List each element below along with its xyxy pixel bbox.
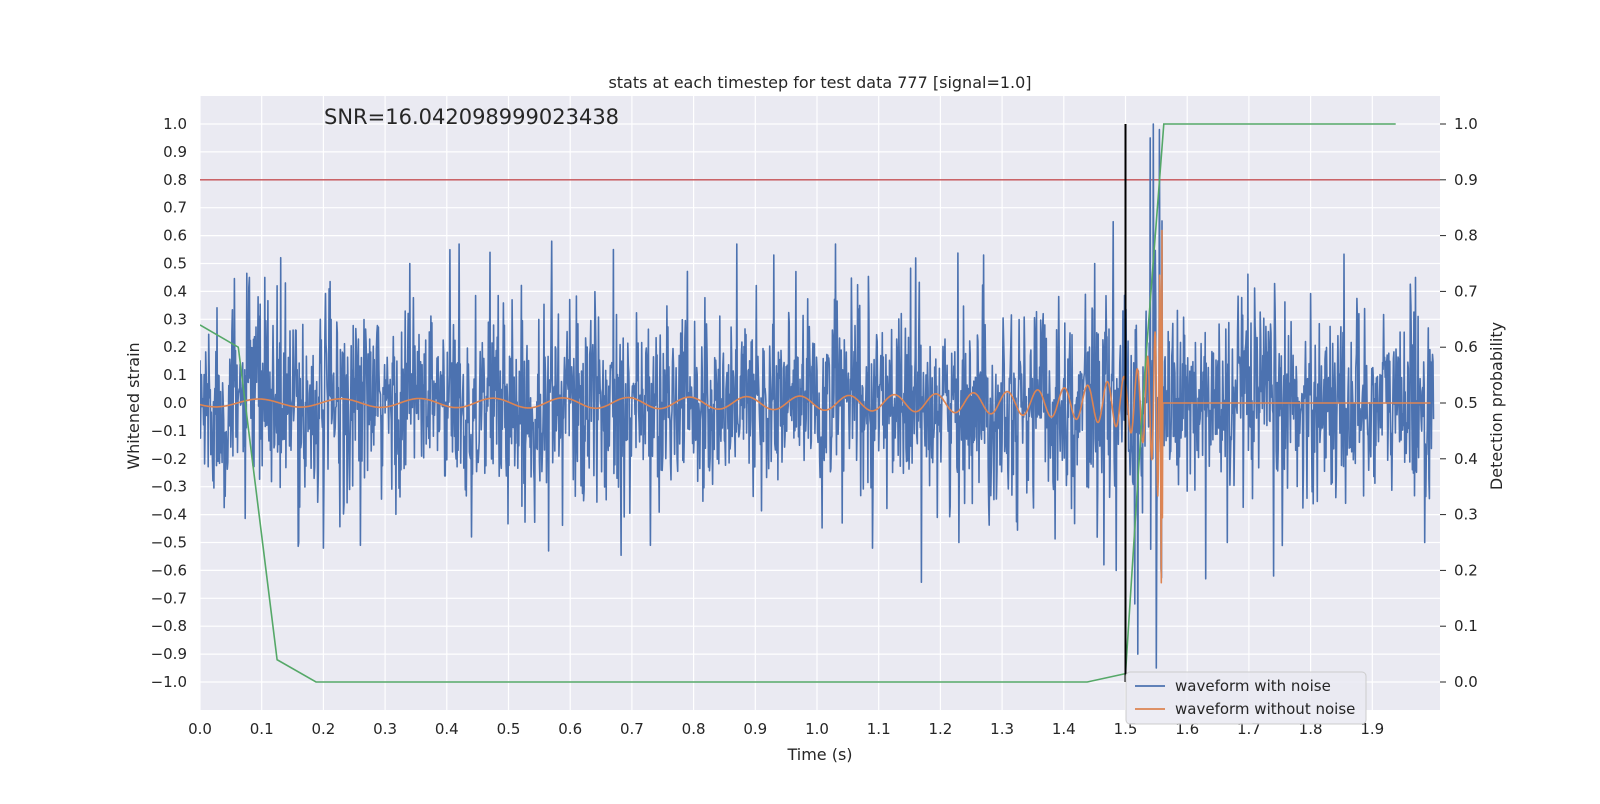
x-tick-label: 0.5: [497, 720, 521, 738]
legend: waveform with noise waveform without noi…: [1125, 671, 1367, 725]
x-axis-label: Time (s): [786, 745, 852, 764]
y-tick-label: 1.0: [163, 115, 187, 133]
x-tick-label: 1.2: [928, 720, 952, 738]
y-tick-label: −0.3: [151, 478, 187, 496]
y2-tick-label: 0.6: [1454, 338, 1478, 356]
y-tick-label: 0.6: [163, 227, 187, 245]
y-tick-label: −0.7: [151, 589, 187, 607]
y2-tick-label: 0.1: [1454, 617, 1478, 635]
y-tick-label: 0.0: [163, 394, 187, 412]
y-tick-label: 0.1: [163, 366, 187, 384]
y2-axis-label: Detection probability: [1487, 322, 1506, 490]
x-tick-label: 0.4: [435, 720, 459, 738]
y-tick-label: −0.4: [151, 506, 187, 524]
x-tick-label: 1.0: [805, 720, 829, 738]
y-axis-label: Whitened strain: [124, 342, 143, 469]
y2-tick-label: 0.4: [1454, 450, 1478, 468]
y-tick-label: −0.6: [151, 561, 187, 579]
x-tick-label: 1.4: [1052, 720, 1076, 738]
y-tick-label: 0.5: [163, 255, 187, 273]
y2-tick-label: 0.9: [1454, 171, 1478, 189]
y2-tick-label: 0.8: [1454, 227, 1478, 245]
y2-tick-label: 0.7: [1454, 282, 1478, 300]
series-line-waveform-with-noise: [200, 123, 1435, 669]
y2-tick-label: 0.3: [1454, 506, 1478, 524]
series-line-waveform-without-noise: [200, 229, 1431, 584]
y-tick-label: −0.1: [151, 422, 187, 440]
legend-label-waveform-without-noise: waveform without noise: [1175, 700, 1355, 718]
y-tick-label: −0.8: [151, 617, 187, 635]
x-tick-label: 0.0: [188, 720, 212, 738]
x-tick-label: 0.7: [620, 720, 644, 738]
y-tick-label: −0.2: [151, 450, 187, 468]
y-tick-label: 0.2: [163, 338, 187, 356]
y-tick-label: 0.4: [163, 282, 187, 300]
y-tick-label: 0.3: [163, 310, 187, 328]
plot-area: [200, 123, 1440, 683]
x-axis-ticks: 0.0 0.1 0.2 0.3 0.4 0.5 0.6 0.7 0.8 0.9 1.0 1.1 1.2 1…: [188, 720, 1384, 738]
x-tick-label: 0.2: [311, 720, 335, 738]
y-tick-label: 0.7: [163, 199, 187, 217]
x-tick-label: 0.9: [743, 720, 767, 738]
y-axis-ticks: 1.0 0.9 0.8 0.7 0.6 0.5 0.4 0.3 0.2 0.1 0.0 −0.1 −0.…: [151, 115, 187, 691]
y-tick-label: −0.9: [151, 645, 187, 663]
x-tick-label: 0.8: [682, 720, 706, 738]
legend-box: [1125, 671, 1367, 725]
y-tick-label: −1.0: [151, 673, 187, 691]
x-tick-label: 1.1: [867, 720, 891, 738]
y2-tick-label: 0.5: [1454, 394, 1478, 412]
y2-tick-label: 0.2: [1454, 561, 1478, 579]
x-tick-label: 0.1: [250, 720, 274, 738]
x-tick-label: 1.3: [990, 720, 1014, 738]
x-tick-label: 1.9: [1360, 720, 1384, 738]
y-tick-label: 0.8: [163, 171, 187, 189]
snr-annotation: SNR=16.042098999023438: [324, 105, 619, 129]
y2-tick-label: 1.0: [1454, 115, 1478, 133]
chart-title: stats at each timestep for test data 777…: [608, 73, 1031, 92]
x-tick-label: 0.3: [373, 720, 397, 738]
y2-tick-label: 0.0: [1454, 673, 1478, 691]
y2-axis-ticks: 1.0 0.9 0.8 0.7 0.6 0.5 0.4 0.3 0.2 0.1 0.0: [1440, 115, 1478, 691]
y-tick-label: −0.5: [151, 534, 187, 552]
y-tick-label: 0.9: [163, 143, 187, 161]
legend-label-waveform-with-noise: waveform with noise: [1175, 677, 1331, 695]
x-tick-label: 0.6: [558, 720, 582, 738]
series-line-detection-probability: [200, 123, 1396, 683]
